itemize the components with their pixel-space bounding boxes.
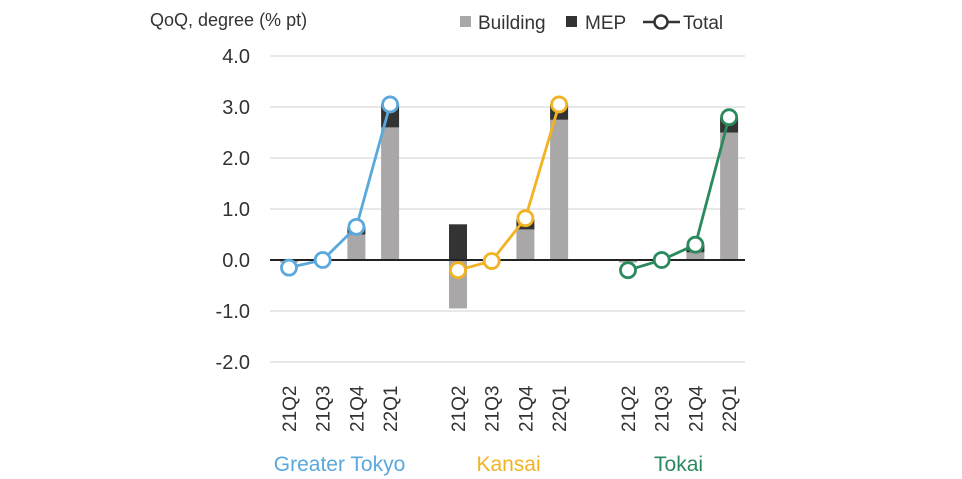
building-bar xyxy=(347,234,366,260)
building-bar xyxy=(720,132,739,260)
total-point xyxy=(313,251,332,269)
y-tick-label: 1.0 xyxy=(222,199,250,221)
y-tick-label: 0.0 xyxy=(222,250,250,272)
group-label: Tokai xyxy=(654,453,703,476)
category-label: 21Q3 xyxy=(483,386,504,432)
total-lines xyxy=(280,95,738,280)
building-bar xyxy=(516,229,535,260)
group-label: Greater Tokyo xyxy=(274,453,406,476)
total-point xyxy=(280,258,298,277)
building-bar xyxy=(550,119,569,260)
category-label: 21Q4 xyxy=(516,385,537,432)
y-tick-label: 4.0 xyxy=(222,46,250,68)
total-point xyxy=(482,252,501,270)
total-point xyxy=(619,261,637,280)
category-label: 22Q1 xyxy=(720,386,741,432)
category-label: 22Q1 xyxy=(381,386,402,432)
building-bar xyxy=(619,260,637,263)
y-tick-label: 3.0 xyxy=(222,97,250,119)
total-point xyxy=(347,217,366,236)
category-label: 21Q3 xyxy=(653,386,674,432)
y-axis-ticks: 4.0 3.0 2.0 1.0 0.0 -1.0 -2.0 xyxy=(216,46,250,374)
category-label: 21Q3 xyxy=(314,386,335,432)
total-line xyxy=(627,116,731,272)
bars xyxy=(280,104,739,309)
total-line xyxy=(457,104,561,272)
y-tick-label: 2.0 xyxy=(222,148,250,170)
total-point xyxy=(516,209,535,228)
total-line xyxy=(288,104,392,270)
total-point xyxy=(449,261,467,280)
legend-building-label: Building xyxy=(478,13,546,34)
y-axis-title: QoQ, degree (% pt) xyxy=(150,10,307,30)
x-axis-categories: 21Q2 21Q3 21Q4 22Q1 21Q2 21Q3 21Q4 22Q1 21Q2 21Q3… xyxy=(280,385,741,432)
category-label: 21Q4 xyxy=(347,385,368,432)
legend-building-swatch xyxy=(460,16,471,27)
legend: Building MEP Total xyxy=(460,13,723,34)
building-bar xyxy=(381,127,400,261)
legend-mep-label: MEP xyxy=(585,13,626,34)
legend-total-marker xyxy=(653,14,669,30)
legend-total-label: Total xyxy=(683,13,723,34)
category-label: 21Q2 xyxy=(619,386,640,432)
category-label: 22Q1 xyxy=(550,386,571,432)
y-tick-label: -2.0 xyxy=(216,352,250,374)
y-tick-label: -1.0 xyxy=(216,301,250,323)
total-point xyxy=(686,235,705,254)
total-point xyxy=(720,108,738,127)
total-point xyxy=(381,95,400,114)
legend-mep-swatch xyxy=(566,16,577,27)
category-label: 21Q2 xyxy=(449,386,470,432)
total-point xyxy=(550,95,568,114)
total-point xyxy=(652,251,671,269)
group-label: Kansai xyxy=(476,453,540,476)
group-labels: Greater Tokyo Kansai Tokai xyxy=(274,453,703,476)
category-label: 21Q4 xyxy=(686,385,707,432)
category-label: 21Q2 xyxy=(280,386,301,432)
gridlines xyxy=(270,55,745,363)
mep-bar xyxy=(449,224,467,260)
building-bar xyxy=(686,252,705,260)
